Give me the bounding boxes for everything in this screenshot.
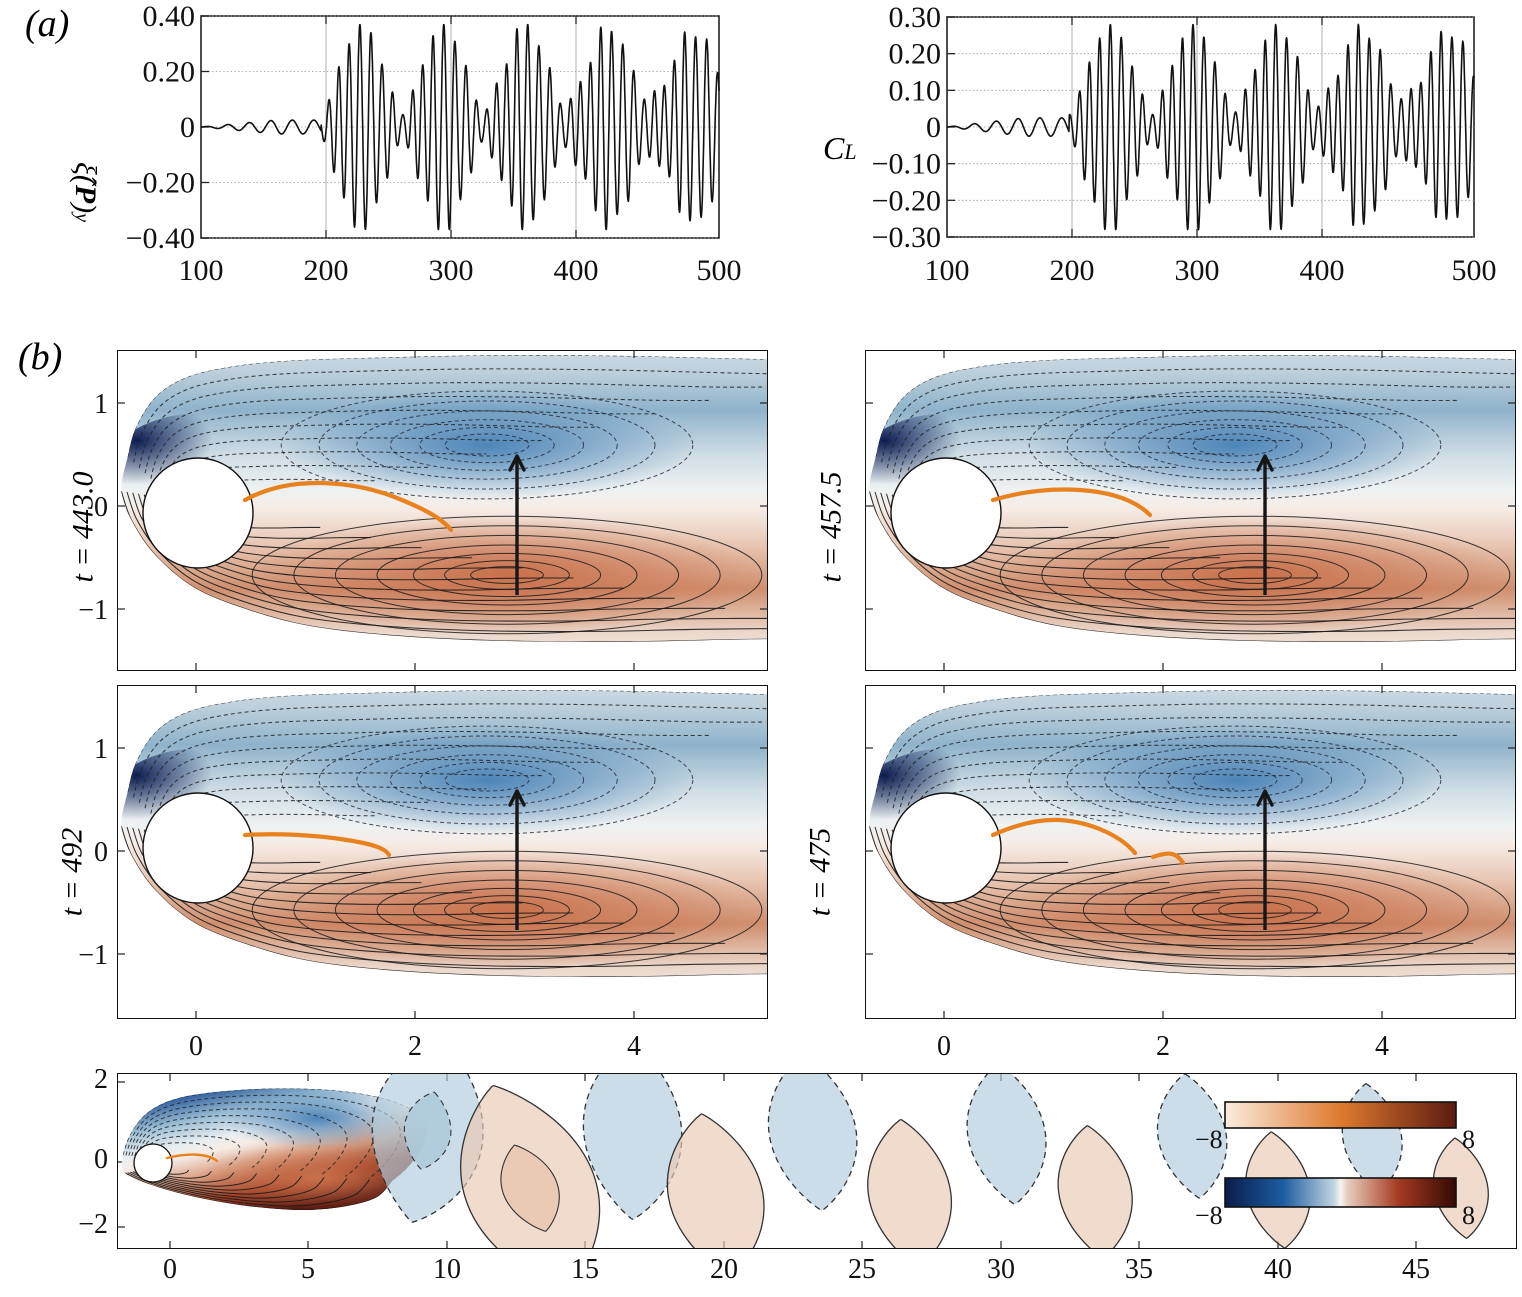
- svg-text:−8: −8: [1195, 1201, 1223, 1230]
- svg-text:−8: −8: [1195, 1125, 1223, 1154]
- svg-text:8: 8: [1462, 1201, 1475, 1230]
- svg-text:8: 8: [1462, 1125, 1475, 1154]
